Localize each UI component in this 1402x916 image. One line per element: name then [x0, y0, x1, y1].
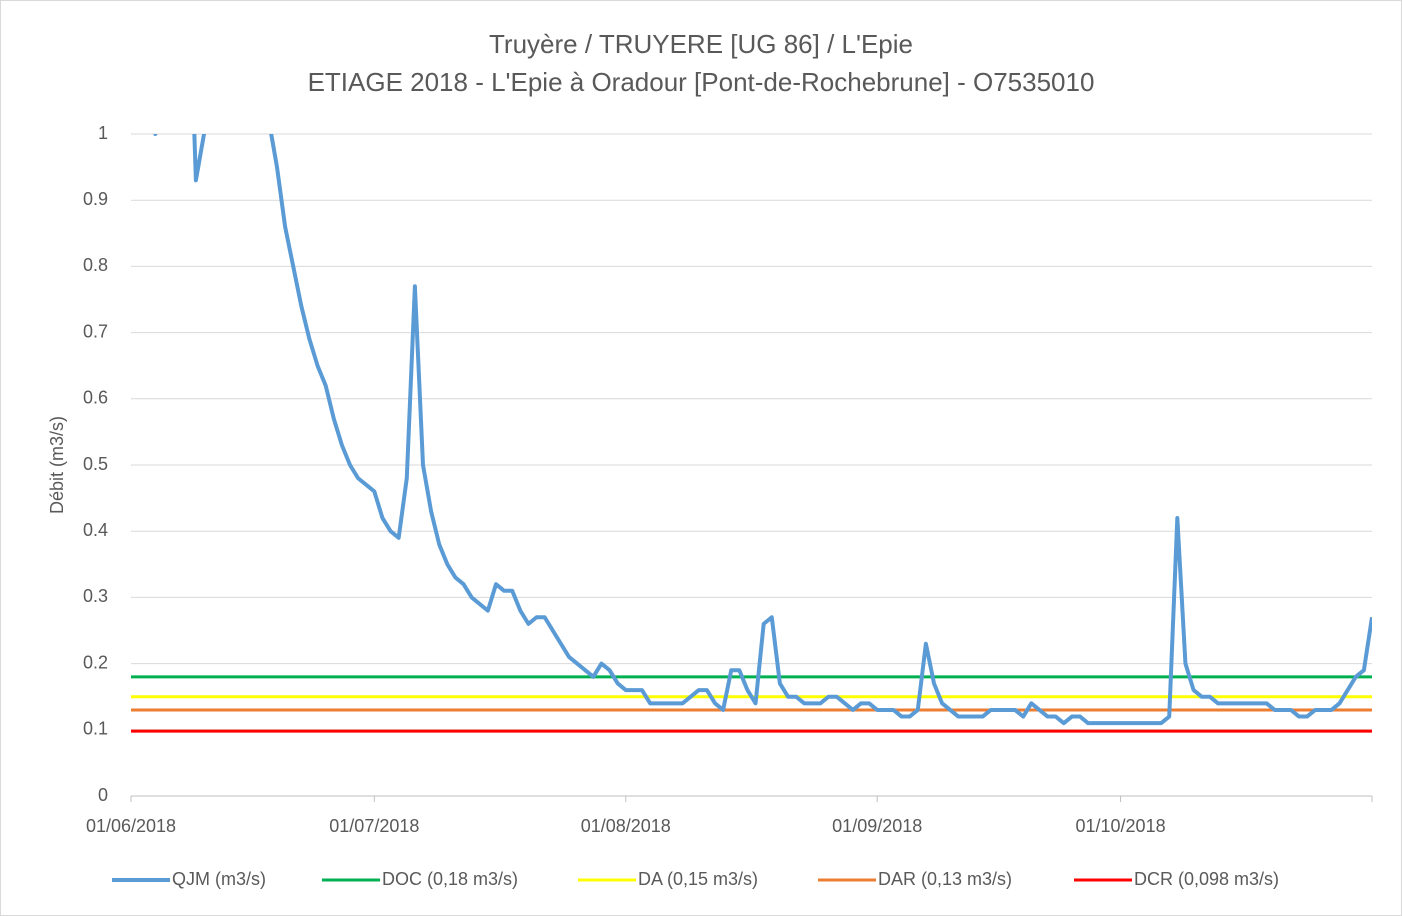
y-tick-label: 0.7: [83, 321, 108, 341]
y-tick-label: 0.2: [83, 652, 108, 672]
y-tick-label: 0.3: [83, 586, 108, 606]
y-tick-label: 0.8: [83, 255, 108, 275]
y-tick-label: 0.5: [83, 454, 108, 474]
x-tick-label: 01/06/2018: [86, 816, 176, 836]
legend-label: DAR (0,13 m3/s): [878, 869, 1012, 889]
x-tick-label: 01/10/2018: [1076, 816, 1166, 836]
x-tick-label: 01/07/2018: [329, 816, 419, 836]
y-tick-label: 0.9: [83, 189, 108, 209]
x-tick-label: 01/09/2018: [832, 816, 922, 836]
legend-label: QJM (m3/s): [172, 869, 266, 889]
y-axis-label: Débit (m3/s): [47, 416, 67, 514]
y-tick-label: 0.1: [83, 719, 108, 739]
x-tick-label: 01/08/2018: [581, 816, 671, 836]
plot-area: [131, 134, 1372, 733]
y-tick-label: 0.4: [83, 520, 108, 540]
y-tick-label: 1: [98, 123, 108, 143]
legend-label: DOC (0,18 m3/s): [382, 869, 518, 889]
y-tick-label: 0.6: [83, 388, 108, 408]
legend-label: DA (0,15 m3/s): [638, 869, 758, 889]
chart-subtitle: ETIAGE 2018 - L'Epie à Oradour [Pont-de-…: [308, 67, 1095, 97]
y-tick-label: 0: [98, 785, 108, 805]
data-line: [153, 134, 1372, 726]
legend-label: DCR (0,098 m3/s): [1134, 869, 1279, 889]
chart-title: Truyère / TRUYERE [UG 86] / L'Epie: [489, 29, 913, 59]
